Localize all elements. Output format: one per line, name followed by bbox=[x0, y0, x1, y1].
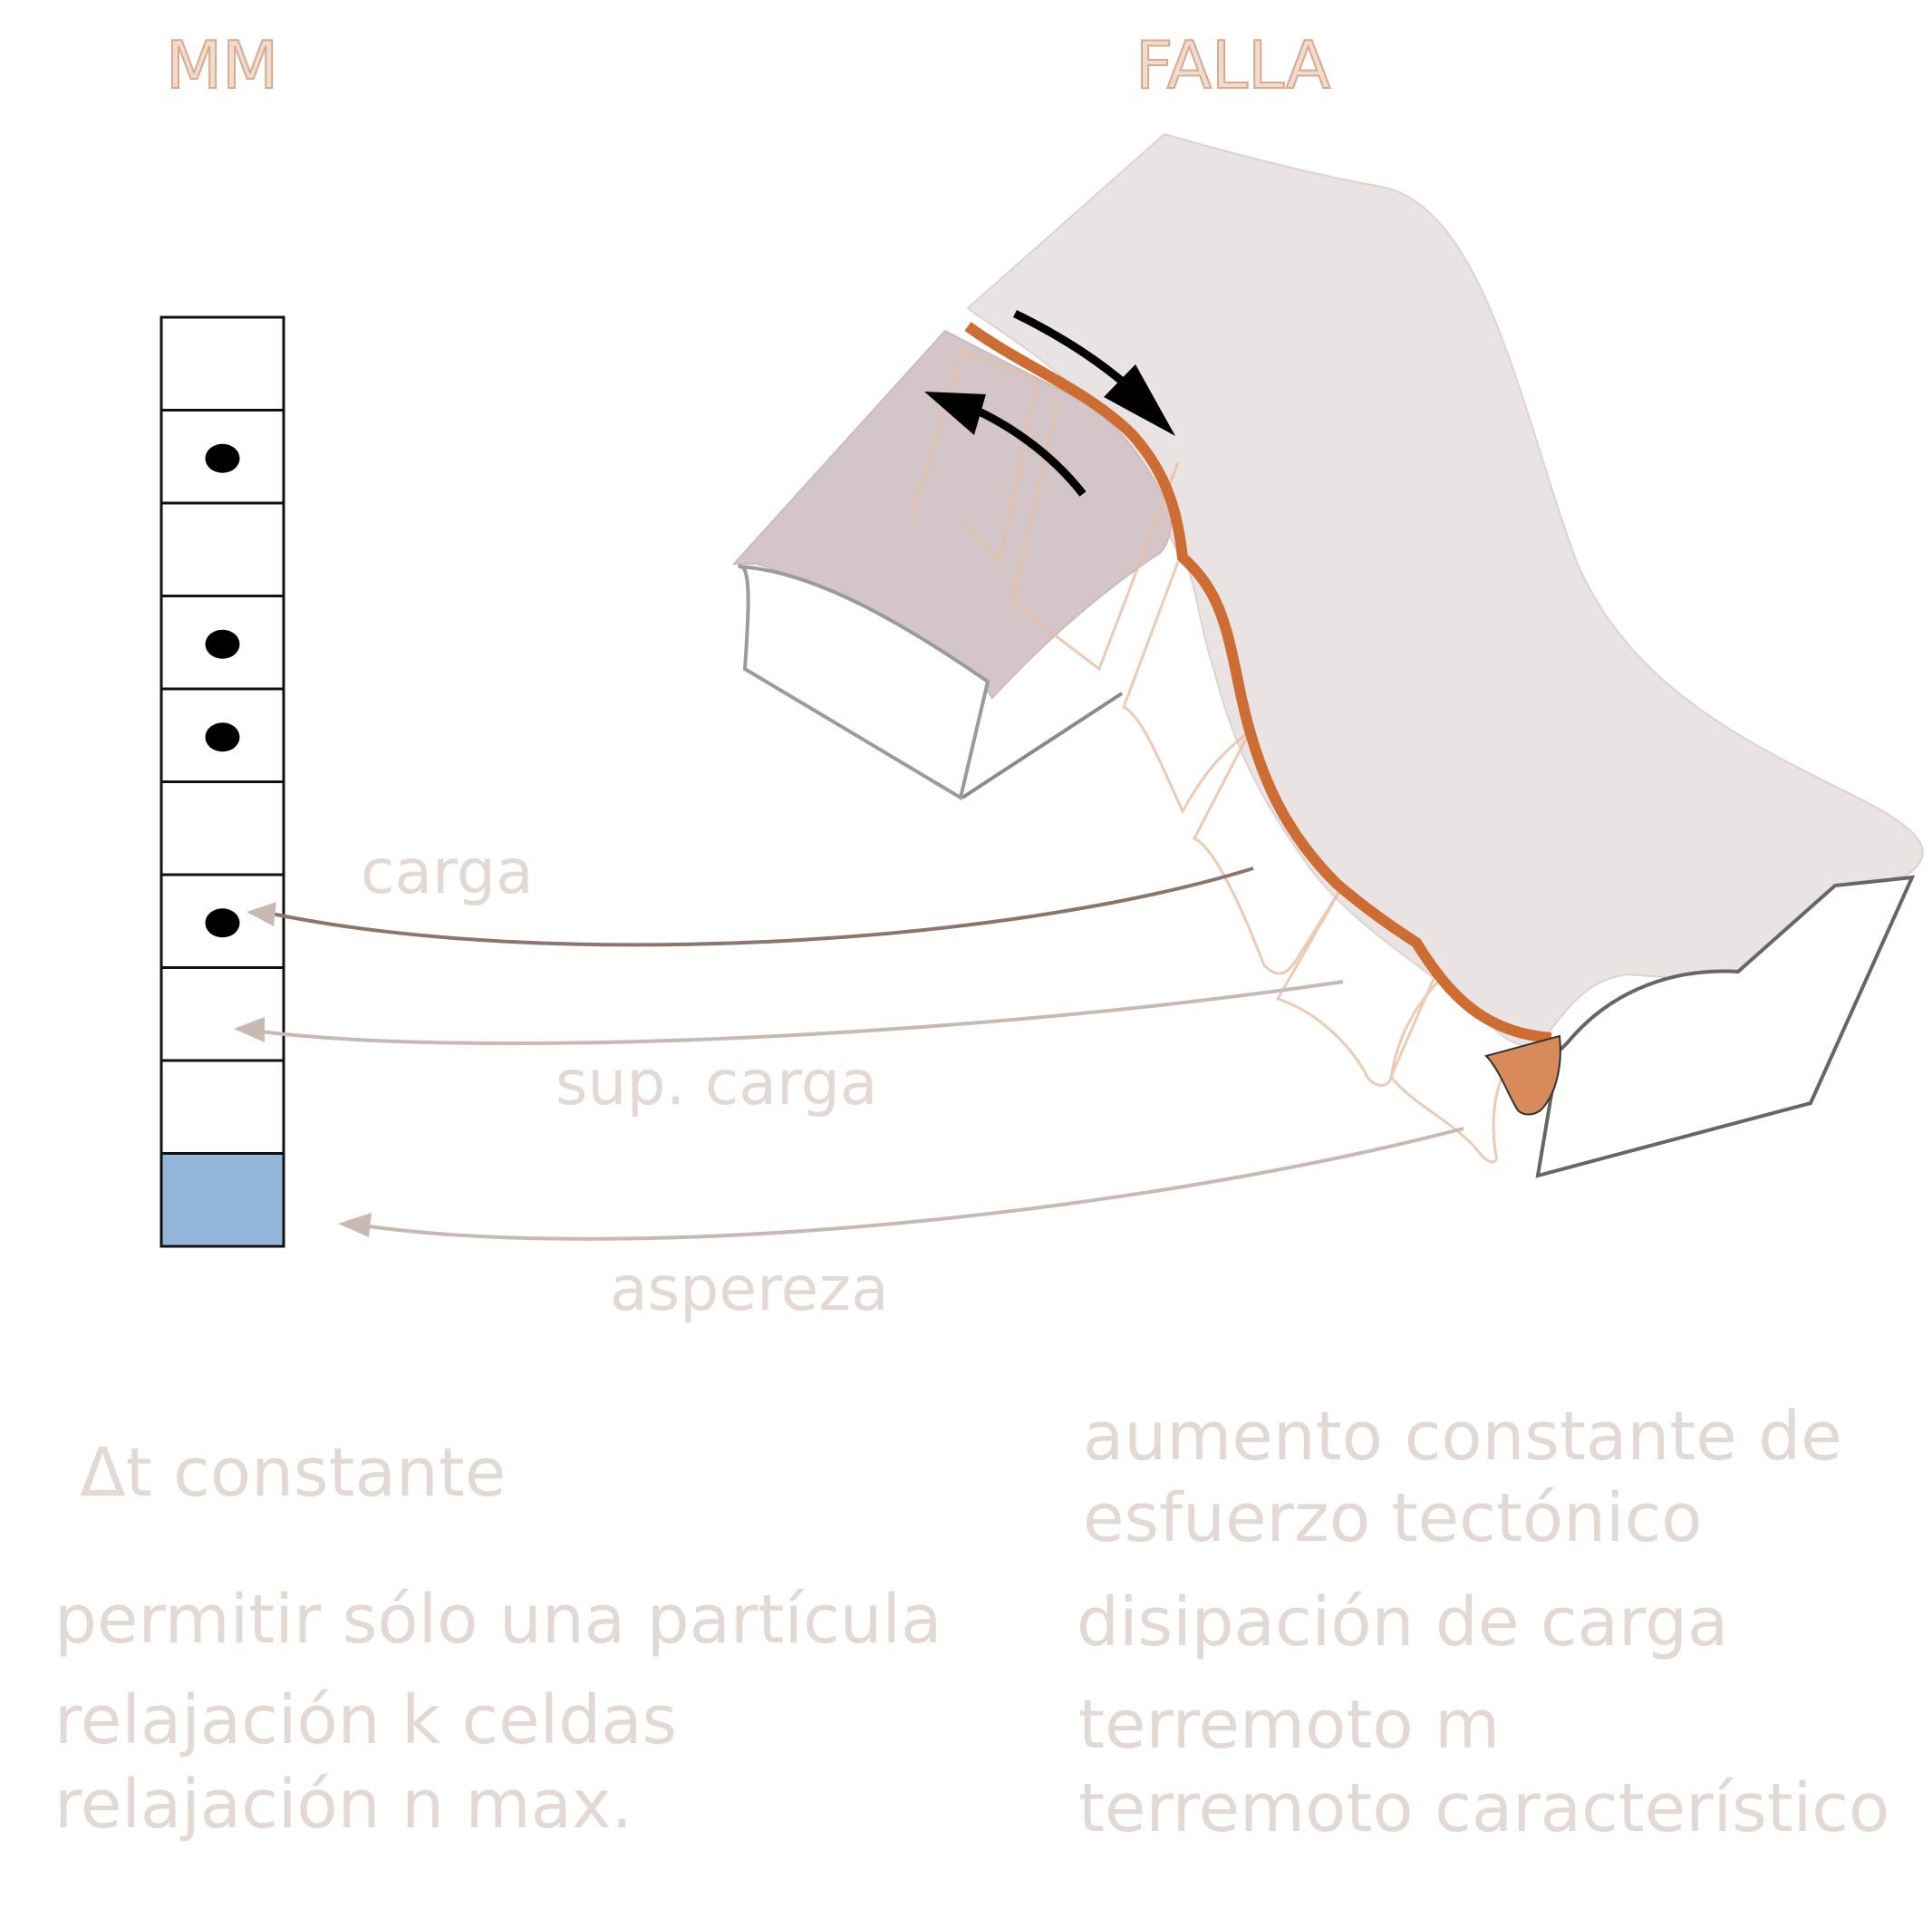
fault-sketch-lines bbox=[909, 348, 1515, 1164]
right-block bbox=[1535, 875, 1916, 1178]
arrow-sup-carga bbox=[259, 980, 1344, 1046]
arrow-aspereza-head-icon bbox=[338, 1213, 372, 1237]
grid-cell-8 bbox=[159, 966, 285, 1062]
fault-block bbox=[731, 132, 1924, 1178]
label-carga: carga bbox=[361, 837, 534, 908]
particle-dot-4 bbox=[205, 629, 240, 659]
grid-cell-3 bbox=[159, 501, 285, 597]
rule-dt: Δt constante bbox=[80, 1434, 506, 1512]
rule-right-3: terremoto m bbox=[1078, 1686, 1500, 1764]
label-sup-carga: sup. carga bbox=[555, 1048, 878, 1119]
rule-right-2: disipación de carga bbox=[1077, 1584, 1728, 1661]
arrow-carga-head-icon bbox=[246, 902, 276, 926]
title-mm: MM bbox=[166, 27, 278, 103]
grid-cell-6 bbox=[159, 780, 285, 877]
particle-dot-5 bbox=[205, 722, 240, 752]
arrow-carga bbox=[271, 867, 1254, 947]
cell-column bbox=[159, 315, 285, 1248]
slip-arrow-down-head-icon bbox=[1104, 364, 1175, 436]
grid-cell-10 bbox=[159, 1152, 285, 1248]
upper-plate bbox=[966, 132, 1924, 1047]
fault-line bbox=[964, 322, 1552, 1043]
title-falla: FALLA bbox=[1135, 27, 1330, 103]
rule-right-1b: esfuerzo tectónico bbox=[1083, 1479, 1703, 1557]
slip-arrow-up-head-icon bbox=[924, 392, 986, 435]
rule-left-1: permitir sólo una partícula bbox=[54, 1581, 942, 1659]
rule-right-1a: aumento constante de bbox=[1083, 1398, 1842, 1476]
grid-cell-1 bbox=[159, 315, 285, 412]
left-block-edge bbox=[961, 692, 1124, 799]
asperity bbox=[1484, 1034, 1561, 1116]
label-aspereza: aspereza bbox=[610, 1254, 889, 1325]
particle-dot-2 bbox=[205, 443, 240, 473]
left-block bbox=[738, 564, 990, 801]
arrow-aspereza bbox=[362, 1127, 1464, 1241]
rule-left-3: relajación n max. bbox=[54, 1766, 633, 1844]
grid-cell-9 bbox=[159, 1059, 285, 1155]
particle-dot-7 bbox=[205, 908, 240, 938]
rule-left-2: relajación k celdas bbox=[54, 1681, 677, 1759]
arrow-sup-carga-head-icon bbox=[234, 1017, 265, 1042]
rule-right-4: terremoto característico bbox=[1078, 1769, 1889, 1847]
